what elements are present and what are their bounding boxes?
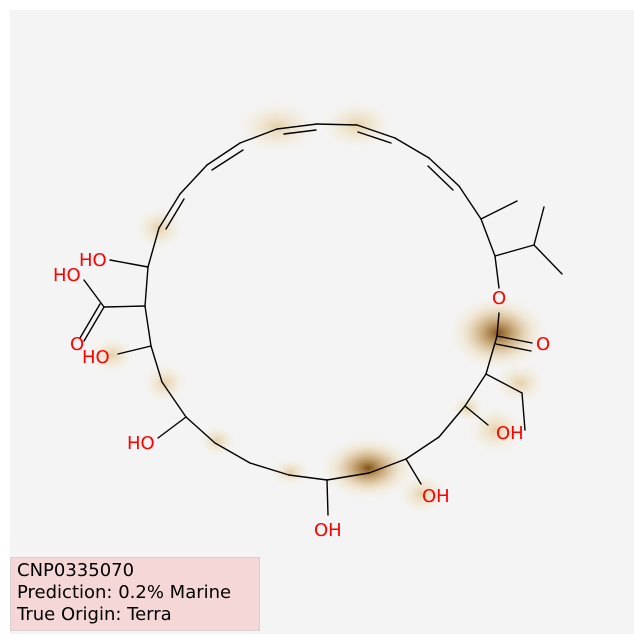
atom-label-ring-o: O [492,288,506,309]
bond-skeleton [79,123,563,516]
heat-spot [448,295,548,371]
atom-labels: HO HO O HO HO OH OH OH O O [53,250,550,541]
heat-spot [143,363,187,403]
heat-spot [270,458,310,486]
heat-spot [398,474,446,514]
atom-label-ho: HO [79,250,107,271]
atom-label-o: O [536,334,550,355]
heat-spot [320,436,416,500]
atom-label-oh: OH [422,486,450,507]
heat-spot [199,425,235,457]
atom-label-ho: HO [82,347,110,368]
compound-id: CNP0335070 [17,560,135,581]
atom-label-oh: OH [314,520,342,541]
atom-label-ho: HO [127,433,155,454]
atom-label-oh: OH [496,423,524,444]
atom-label-ho: HO [53,265,81,286]
heat-spot [237,101,317,153]
true-origin-text: True Origin: Terra [17,604,172,625]
prediction-text: Prediction: 0.2% Marine [17,582,232,603]
prediction-info-box: CNP0335070 Prediction: 0.2% Marine True … [10,557,260,631]
heat-spot [494,363,546,403]
heat-spot [90,337,134,373]
atom-label-o: O [70,334,84,355]
heat-spot [468,406,524,454]
